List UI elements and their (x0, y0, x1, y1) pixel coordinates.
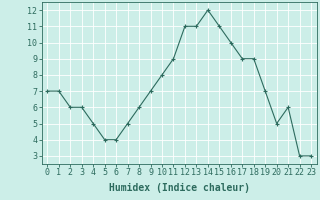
X-axis label: Humidex (Indice chaleur): Humidex (Indice chaleur) (109, 183, 250, 193)
